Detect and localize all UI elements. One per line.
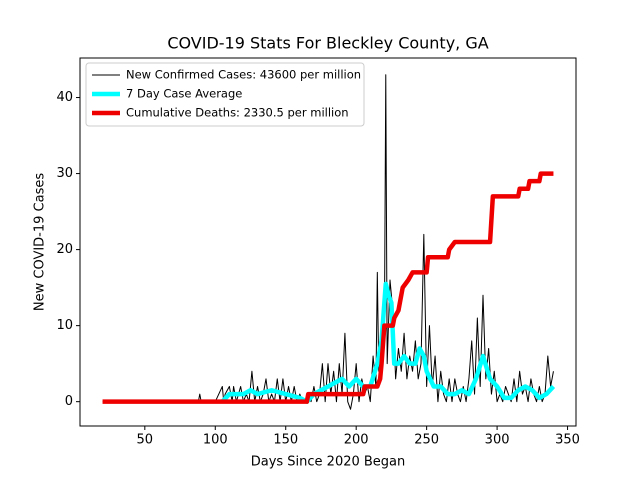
x-tick-label: 100 [203, 433, 228, 448]
y-tick-label: 10 [56, 318, 73, 333]
x-tick-label: 350 [555, 433, 580, 448]
legend-box [85, 62, 365, 127]
y-tick-label: 0 [65, 394, 73, 409]
legend-label: 7 Day Case Average [126, 87, 242, 101]
legend-label: Cumulative Deaths: 2330.5 per million [126, 106, 349, 120]
data-line [102, 171, 554, 404]
x-axis-label: Days Since 2020 Began [251, 455, 406, 470]
y-axis-label: New COVID-19 Cases [33, 173, 48, 311]
y-tick-label: 20 [56, 242, 73, 257]
chart-title: COVID-19 Stats For Bleckley County, GA [167, 34, 488, 53]
x-tick-label: 250 [414, 433, 439, 448]
legend-label: New Confirmed Cases: 43600 per million [126, 68, 361, 82]
x-tick-label: 50 [137, 433, 154, 448]
y-tick-label: 30 [56, 166, 73, 181]
plot-area [102, 74, 556, 410]
y-tick-label: 40 [56, 90, 73, 105]
x-tick-label: 200 [344, 433, 369, 448]
x-tick-label: 150 [273, 433, 298, 448]
x-tick-label: 300 [485, 433, 510, 448]
axes-frame [79, 57, 577, 427]
